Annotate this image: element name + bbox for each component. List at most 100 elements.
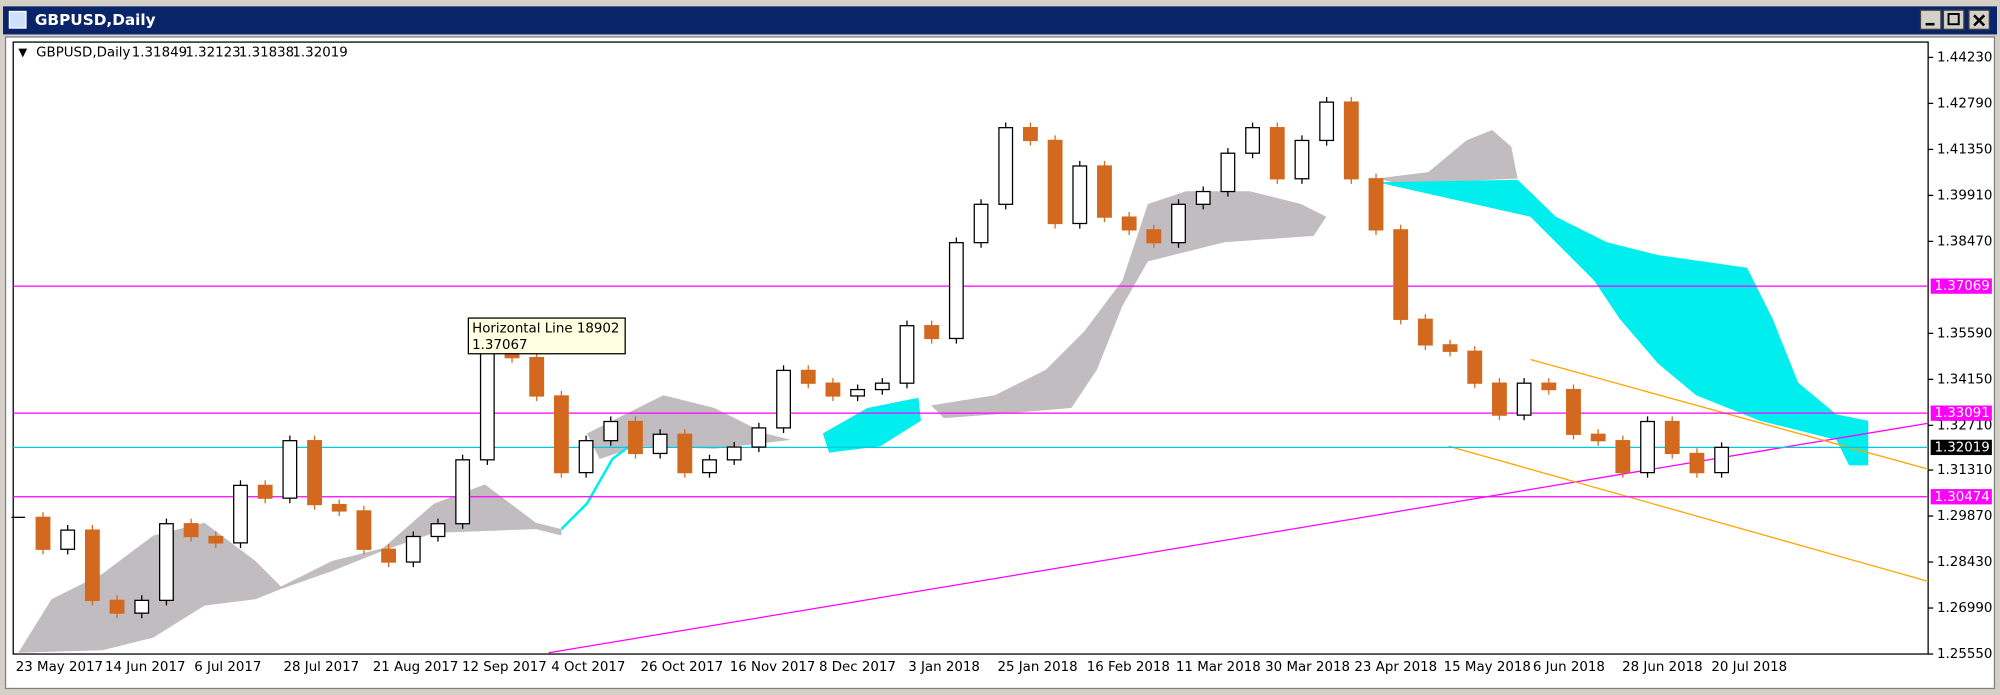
candle-body <box>257 484 273 499</box>
candle-body <box>159 523 174 602</box>
candle-body <box>208 535 224 544</box>
tooltip-title: Horizontal Line 18902 <box>472 321 619 336</box>
window-icon <box>8 10 27 29</box>
y-tick-label: 1.41350 <box>1937 142 1992 157</box>
symbol-label: GBPUSD,Daily <box>36 45 130 60</box>
y-tick-label: 1.44230 <box>1937 50 1992 65</box>
candle-body <box>430 523 446 538</box>
candle-body <box>1022 127 1038 142</box>
tooltip-value: 1.37067 <box>472 338 527 353</box>
candle-body <box>183 523 199 538</box>
y-tick-label: 1.42790 <box>1937 96 1992 111</box>
candle-body <box>134 599 150 614</box>
cloud-bullish <box>822 397 921 453</box>
candle-body <box>1195 190 1211 205</box>
candle-body <box>677 433 693 474</box>
channel-lower <box>1448 445 1929 582</box>
cloud-bearish <box>18 484 562 653</box>
quote-low: 1.31838 <box>239 45 294 60</box>
candle-body <box>1615 440 1631 474</box>
candle-body <box>1343 101 1359 180</box>
candle-body <box>1269 127 1285 180</box>
candle-body <box>1492 382 1507 416</box>
candle-body <box>726 446 742 461</box>
x-tick-label: 28 Jul 2017 <box>284 660 360 675</box>
y-tick-label: 1.31310 <box>1937 463 1992 478</box>
candle-body <box>1566 388 1581 435</box>
candle-body <box>1467 350 1483 384</box>
candle-body <box>1245 127 1261 154</box>
candle-body <box>1442 344 1458 352</box>
candle-body <box>1516 382 1532 416</box>
candle-body <box>899 325 915 384</box>
candle-body <box>776 369 791 429</box>
price-box-label: 1.30474 <box>1935 490 1990 505</box>
candle-body <box>948 242 964 340</box>
x-tick-label: 23 May 2017 <box>16 660 103 675</box>
x-tick-label: 3 Jan 2018 <box>908 660 980 675</box>
candle-body <box>1294 139 1310 180</box>
candle-body <box>1368 178 1384 231</box>
y-tick-label: 1.29870 <box>1937 509 1992 524</box>
quote-open: 1.31849 <box>132 45 187 60</box>
candle-body <box>356 510 372 550</box>
candle-body <box>1664 420 1680 455</box>
candle-body <box>1590 433 1606 442</box>
candle-body <box>553 395 569 474</box>
cloud-bearish <box>931 191 1327 419</box>
candle-body <box>850 388 866 397</box>
candle-body <box>1171 203 1186 244</box>
price-box-label: 1.33091 <box>1935 406 1990 421</box>
plot-area <box>12 41 1929 655</box>
candle-body <box>1640 420 1655 474</box>
quote-high: 1.32123 <box>185 45 240 60</box>
y-tick-label: 1.28430 <box>1937 555 1992 570</box>
price-box-label: 1.32019 <box>1935 440 1990 455</box>
candle-body <box>998 127 1014 205</box>
x-tick-label: 4 Oct 2017 <box>551 660 625 675</box>
candle-body <box>751 427 767 448</box>
x-tick-label: 8 Dec 2017 <box>819 660 896 675</box>
channel-upper <box>1530 358 1929 470</box>
price-box <box>1930 405 1992 421</box>
window-title: GBPUSD,Daily <box>35 11 156 29</box>
candle-body <box>578 440 594 474</box>
candle-body <box>529 356 545 397</box>
candle-body <box>35 516 51 550</box>
x-tick-label: 6 Jun 2018 <box>1533 660 1605 675</box>
minimize-button[interactable] <box>1919 9 1942 30</box>
x-tick-label: 16 Nov 2017 <box>730 660 816 675</box>
candle-body <box>479 344 495 461</box>
cloud-bearish <box>1377 130 1518 192</box>
window-buttons[interactable] <box>1919 9 1990 30</box>
candle-body <box>381 548 397 563</box>
x-tick-label: 21 Aug 2017 <box>373 660 459 675</box>
x-tick-label: 23 Apr 2018 <box>1354 660 1437 675</box>
candle-body <box>924 325 940 340</box>
candle-body <box>307 440 322 506</box>
candle-body <box>702 459 717 474</box>
y-tick-label: 1.32710 <box>1937 418 1992 433</box>
candle-body <box>84 529 100 602</box>
x-tick-label: 30 Mar 2018 <box>1265 660 1350 675</box>
candle-body <box>1689 452 1705 474</box>
x-tick-label: 12 Sep 2017 <box>462 660 547 675</box>
x-tick-label: 11 Mar 2018 <box>1176 660 1261 675</box>
candle-body <box>973 203 989 244</box>
price-box <box>1930 278 1992 294</box>
price-box-label: 1.37069 <box>1935 279 1990 294</box>
candle-body <box>1121 216 1137 231</box>
x-tick-label: 20 Jul 2018 <box>1711 660 1787 675</box>
y-tick-label: 1.25550 <box>1937 647 1992 662</box>
y-tick-label: 1.39910 <box>1937 188 1992 203</box>
x-tick-label: 6 Jul 2017 <box>194 660 261 675</box>
price-box <box>1930 489 1992 505</box>
candle-body <box>1146 229 1162 244</box>
x-tick-label: 25 Jan 2018 <box>997 660 1077 675</box>
menu-arrow[interactable]: ▼ <box>18 45 27 59</box>
quote-close: 1.32019 <box>292 45 347 60</box>
x-tick-label: 26 Oct 2017 <box>640 660 723 675</box>
x-tick-label: 14 Jun 2017 <box>105 660 185 675</box>
candle-body <box>1319 101 1335 142</box>
